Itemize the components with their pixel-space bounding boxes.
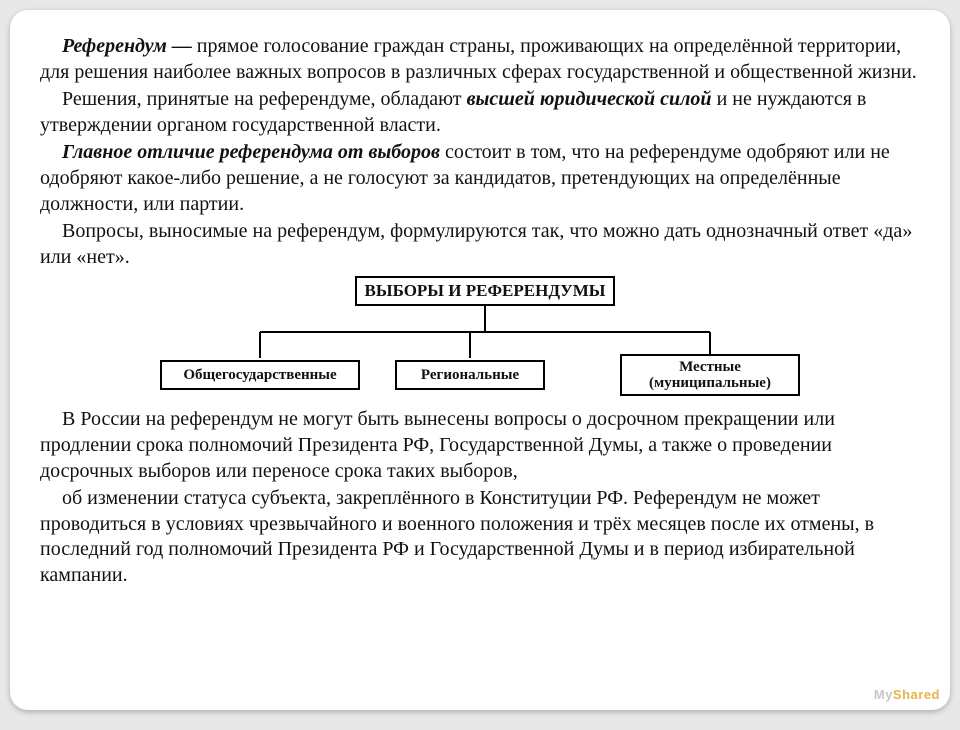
slide-card: Референдум — прямое голосование граждан …	[10, 10, 950, 710]
term: Референдум	[62, 35, 167, 57]
paragraph-russia-restrictions-2: об изменении статуса субъекта, закреплён…	[40, 486, 920, 588]
p5: В России на референдум не могут быть вын…	[40, 408, 835, 481]
p4: Вопросы, выносимые на референдум, формул…	[40, 220, 912, 268]
watermark: MyShared	[874, 687, 940, 704]
diagram-child-national: Общегосударственные	[160, 360, 360, 390]
diagram-elections-referendums: ВЫБОРЫ И РЕФЕРЕНДУМЫ Общегосударственные…	[160, 276, 800, 401]
dash: —	[167, 35, 197, 57]
p2b: высшей юридической силой	[467, 88, 712, 110]
paragraph-definition: Референдум — прямое голосование граждан …	[40, 34, 920, 85]
diagram-child-sublabel: (муниципальные)	[649, 375, 771, 392]
diagram-top-label: ВЫБОРЫ И РЕФЕРЕНДУМЫ	[365, 282, 606, 301]
diagram-child-label: Региональные	[421, 367, 519, 384]
watermark-part1: My	[874, 687, 893, 702]
diagram-child-label: Местные	[679, 359, 741, 376]
diagram-child-regional: Региональные	[395, 360, 545, 390]
watermark-part2: Shared	[893, 687, 940, 702]
p2a: Решения, принятые на референдуме, облада…	[62, 88, 467, 110]
diagram-child-label: Общегосударственные	[183, 367, 336, 384]
p3a: Главное отличие референдума от выборов	[62, 141, 440, 163]
paragraph-russia-restrictions-1: В России на референдум не могут быть вын…	[40, 407, 920, 484]
p6: об изменении статуса субъекта, закреплён…	[40, 487, 874, 586]
diagram-child-local: Местные (муниципальные)	[620, 354, 800, 396]
paragraph-difference: Главное отличие референдума от выборов с…	[40, 140, 920, 217]
paragraph-yes-no: Вопросы, выносимые на референдум, формул…	[40, 219, 920, 270]
diagram-top-box: ВЫБОРЫ И РЕФЕРЕНДУМЫ	[355, 276, 615, 306]
paragraph-legal-force: Решения, принятые на референдуме, облада…	[40, 87, 920, 138]
